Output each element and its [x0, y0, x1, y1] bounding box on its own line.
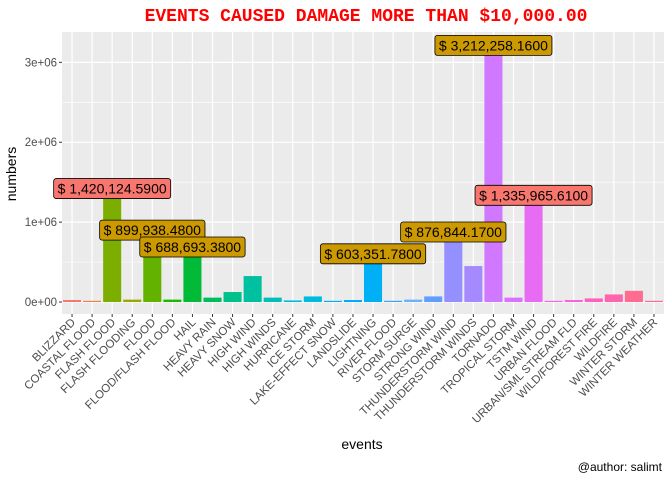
data-label-text: $ 876,844.1700 — [405, 224, 503, 240]
plot-panel — [62, 32, 664, 314]
bar — [183, 246, 202, 303]
x-axis-title: events — [341, 436, 382, 452]
bar — [243, 276, 262, 303]
data-label-box — [319, 243, 427, 265]
bar — [123, 299, 142, 303]
bar — [303, 296, 322, 303]
bar — [544, 300, 563, 303]
bar — [263, 297, 282, 303]
bar — [424, 296, 443, 303]
bar — [63, 300, 82, 303]
data-label-box — [474, 184, 593, 206]
chart-title: EVENTS CAUSED DAMAGE MORE THAN $10,000.0… — [145, 7, 588, 27]
data-label-box — [53, 178, 172, 199]
bar — [223, 292, 242, 303]
bar — [283, 300, 302, 303]
data-label-box — [400, 221, 507, 243]
data-label-text: $ 1,335,965.6100 — [479, 187, 588, 203]
y-tick-label: 0e+00 — [25, 297, 57, 309]
y-tick-label: 2e+06 — [25, 137, 57, 149]
data-label-text: $ 899,938.4800 — [104, 222, 202, 238]
data-label: $ 3,212,258.1600 — [434, 35, 553, 56]
bar — [624, 290, 643, 303]
bar — [604, 294, 623, 303]
bar — [464, 266, 483, 303]
bar — [83, 300, 102, 303]
bar — [404, 299, 423, 303]
data-label-text: $ 688,693.3800 — [144, 239, 242, 255]
bar — [343, 300, 362, 303]
data-labels: $ 1,420,124.5900 $ 899,938.4800$ 688,693.… — [53, 35, 593, 265]
bar — [163, 299, 182, 303]
bar — [103, 188, 122, 303]
data-label: $ 688,693.3800 — [139, 236, 246, 258]
data-label-text: $ 603,351.7800 — [324, 246, 422, 262]
bar — [484, 45, 503, 303]
data-label-box — [139, 236, 246, 258]
y-axis-title: numbers — [3, 147, 19, 201]
data-label-box — [434, 35, 553, 56]
data-label: $ 876,844.1700 — [400, 221, 507, 243]
bar — [584, 298, 603, 303]
bar — [644, 300, 663, 303]
bar — [504, 297, 523, 303]
y-axis: 0e+00 1e+06 2e+06 3e+06 — [25, 57, 62, 309]
data-label: $ 603,351.7800 — [319, 243, 427, 265]
bar — [524, 195, 543, 303]
bar — [564, 300, 583, 303]
data-label-text: $ 1,420,124.5900 — [58, 181, 167, 197]
bar — [384, 300, 403, 303]
y-tick-label: 1e+06 — [25, 217, 57, 229]
bar — [323, 300, 342, 303]
data-label-text: $ 3,212,258.1600 — [439, 37, 548, 53]
bar — [203, 297, 222, 303]
data-label: $ 1,420,124.5900 — [53, 178, 172, 199]
bar — [364, 253, 383, 303]
data-label: $ 1,335,965.6100 — [474, 184, 593, 206]
bar — [444, 231, 463, 303]
y-tick-label: 3e+06 — [25, 57, 57, 69]
caption: @author: salimt — [578, 460, 663, 474]
